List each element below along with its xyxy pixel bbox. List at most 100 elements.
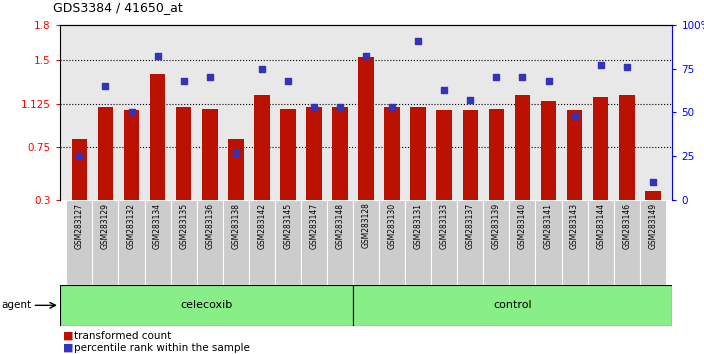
Point bbox=[308, 104, 320, 110]
Bar bbox=[332, 107, 348, 200]
Point bbox=[204, 75, 215, 80]
Bar bbox=[327, 200, 353, 285]
Text: GSM283146: GSM283146 bbox=[622, 202, 631, 249]
Text: GSM283147: GSM283147 bbox=[310, 202, 318, 249]
Text: GSM283131: GSM283131 bbox=[414, 202, 422, 249]
Bar bbox=[228, 139, 244, 200]
Text: GSM283145: GSM283145 bbox=[284, 202, 292, 249]
Point bbox=[517, 75, 528, 80]
Bar bbox=[275, 200, 301, 285]
Bar bbox=[484, 200, 510, 285]
Bar bbox=[72, 139, 87, 200]
Text: GSM283136: GSM283136 bbox=[205, 202, 214, 249]
Bar bbox=[150, 74, 165, 200]
Point bbox=[74, 153, 85, 159]
Text: GSM283149: GSM283149 bbox=[648, 202, 658, 249]
Bar bbox=[92, 200, 118, 285]
Point bbox=[282, 78, 294, 84]
Point bbox=[230, 150, 241, 155]
Bar bbox=[176, 107, 191, 200]
Bar bbox=[614, 200, 640, 285]
Bar bbox=[60, 285, 353, 326]
Point bbox=[569, 113, 580, 119]
Bar bbox=[301, 200, 327, 285]
Text: GSM283141: GSM283141 bbox=[544, 202, 553, 249]
Point bbox=[178, 78, 189, 84]
Bar bbox=[98, 107, 113, 200]
Point bbox=[100, 83, 111, 89]
Text: GSM283137: GSM283137 bbox=[466, 202, 474, 249]
Bar bbox=[379, 200, 406, 285]
Text: control: control bbox=[494, 300, 532, 310]
Text: celecoxib: celecoxib bbox=[180, 300, 232, 310]
Bar bbox=[645, 191, 660, 200]
Text: GSM283134: GSM283134 bbox=[153, 202, 162, 249]
Bar bbox=[567, 110, 582, 200]
Text: GSM283148: GSM283148 bbox=[336, 202, 344, 249]
Text: GSM283142: GSM283142 bbox=[258, 202, 266, 249]
Text: GSM283129: GSM283129 bbox=[101, 202, 110, 249]
Point bbox=[152, 53, 163, 59]
Bar bbox=[254, 95, 270, 200]
Bar bbox=[406, 200, 432, 285]
Bar bbox=[306, 107, 322, 200]
Bar bbox=[489, 109, 504, 200]
Bar bbox=[222, 200, 249, 285]
Point bbox=[595, 62, 606, 68]
Point bbox=[465, 97, 476, 103]
Bar bbox=[358, 57, 374, 200]
Bar bbox=[588, 200, 614, 285]
Bar bbox=[144, 200, 170, 285]
Bar bbox=[384, 107, 400, 200]
Bar bbox=[432, 200, 458, 285]
Text: GSM283130: GSM283130 bbox=[388, 202, 396, 249]
Point bbox=[647, 179, 658, 185]
Text: agent: agent bbox=[1, 300, 32, 310]
Text: GSM283143: GSM283143 bbox=[570, 202, 579, 249]
Point bbox=[491, 75, 502, 80]
Text: GSM283128: GSM283128 bbox=[362, 202, 370, 249]
Bar bbox=[562, 200, 588, 285]
Bar bbox=[436, 110, 452, 200]
Point bbox=[126, 110, 137, 115]
Text: GSM283139: GSM283139 bbox=[492, 202, 501, 249]
Point bbox=[439, 87, 450, 92]
Bar bbox=[458, 200, 484, 285]
Text: GSM283135: GSM283135 bbox=[179, 202, 188, 249]
Bar bbox=[463, 110, 478, 200]
Text: GSM283132: GSM283132 bbox=[127, 202, 136, 249]
Bar bbox=[619, 95, 634, 200]
Point bbox=[413, 38, 424, 44]
Text: ■: ■ bbox=[63, 343, 74, 353]
Point bbox=[334, 104, 346, 110]
Point bbox=[386, 104, 398, 110]
Text: percentile rank within the sample: percentile rank within the sample bbox=[74, 343, 250, 353]
Bar bbox=[640, 200, 666, 285]
Bar bbox=[353, 285, 672, 326]
Bar bbox=[510, 200, 536, 285]
Bar bbox=[249, 200, 275, 285]
Text: transformed count: transformed count bbox=[74, 331, 171, 341]
Bar bbox=[202, 109, 218, 200]
Bar bbox=[353, 200, 379, 285]
Text: GSM283127: GSM283127 bbox=[75, 202, 84, 249]
Bar bbox=[593, 97, 608, 200]
Text: GSM283144: GSM283144 bbox=[596, 202, 605, 249]
Bar bbox=[541, 101, 556, 200]
Text: GSM283140: GSM283140 bbox=[518, 202, 527, 249]
Bar bbox=[515, 95, 530, 200]
Point bbox=[621, 64, 632, 70]
Text: GSM283133: GSM283133 bbox=[440, 202, 448, 249]
Bar bbox=[280, 109, 296, 200]
Text: GDS3384 / 41650_at: GDS3384 / 41650_at bbox=[53, 1, 182, 14]
Bar bbox=[170, 200, 196, 285]
Bar bbox=[66, 200, 92, 285]
Point bbox=[256, 66, 268, 72]
Bar bbox=[410, 107, 426, 200]
Bar bbox=[124, 110, 139, 200]
Bar bbox=[536, 200, 562, 285]
Bar bbox=[196, 200, 222, 285]
Bar bbox=[118, 200, 144, 285]
Point bbox=[360, 53, 372, 59]
Text: ■: ■ bbox=[63, 331, 74, 341]
